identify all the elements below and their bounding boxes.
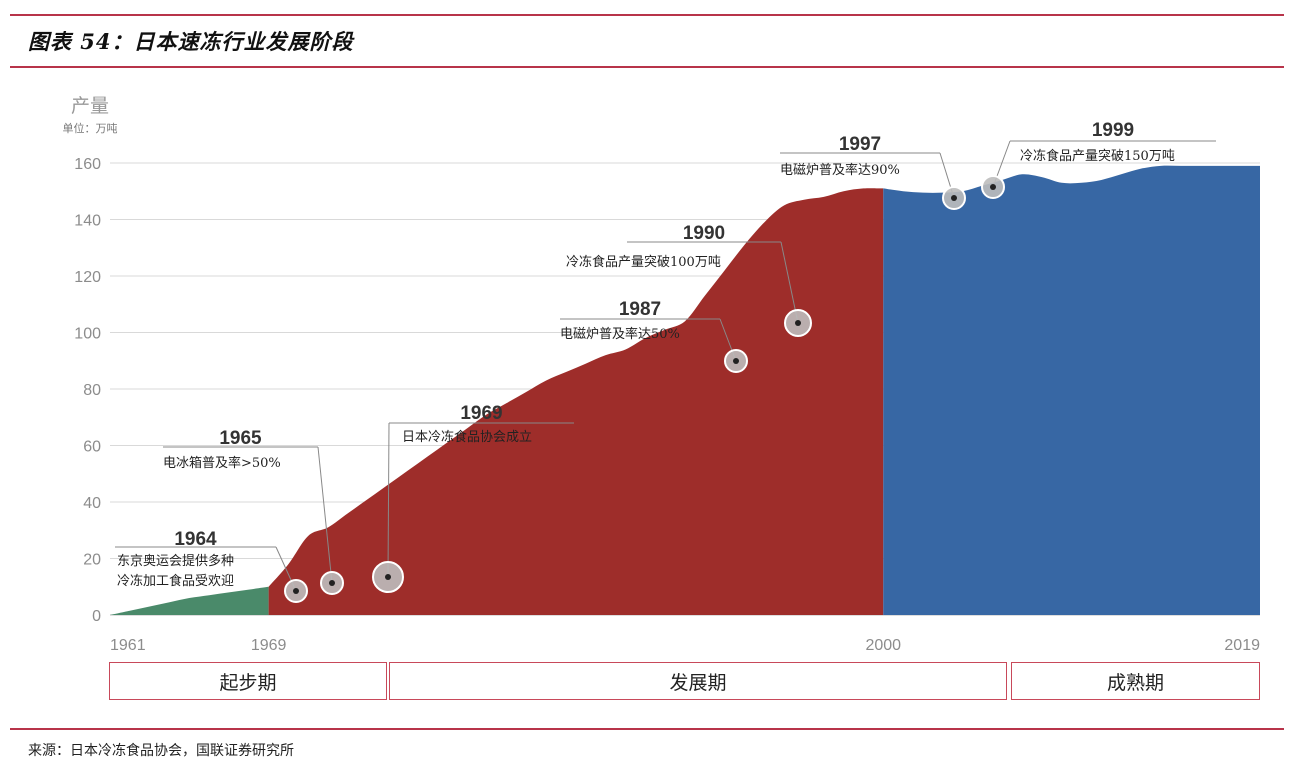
callout-leader — [317, 446, 333, 584]
callout-text: 冷冻加工食品受欢迎 — [117, 573, 234, 589]
stage-mature: 成熟期 — [1011, 662, 1260, 700]
stage-start: 起步期 — [109, 662, 387, 700]
callout-year: 1965 — [219, 428, 262, 449]
callout-marker-dot — [329, 580, 335, 586]
callout-text: 日本冷冻食品协会成立 — [402, 429, 532, 445]
y-axis-title: 产量 — [71, 95, 109, 117]
callout-text: 东京奥运会提供多种 — [117, 553, 234, 569]
area-发展期 — [268, 188, 884, 615]
annotation-1987: 1987 电磁炉普及率达50% — [560, 299, 748, 373]
stage-growth: 发展期 — [389, 662, 1007, 700]
callout-leader — [387, 422, 390, 578]
y-tick-label: 20 — [83, 552, 101, 569]
callout-marker-dot — [385, 574, 391, 580]
area-成熟期 — [883, 165, 1260, 616]
x-tick-label: 1961 — [110, 637, 146, 654]
annotation-1999: 1999 冷冻食品产量突破150万吨 — [981, 120, 1216, 199]
y-tick-label: 40 — [83, 495, 101, 512]
bottom-rule — [10, 728, 1284, 730]
callout-year: 1997 — [839, 134, 881, 155]
x-tick-label: 2000 — [865, 637, 901, 654]
callout-marker-dot — [795, 320, 801, 326]
callout-text: 电磁炉普及率达90% — [780, 162, 900, 178]
callout-marker-dot — [951, 195, 957, 201]
y-tick-label: 140 — [74, 213, 101, 230]
x-tick-labels: 1961 1969 2000 2019 — [110, 637, 1260, 654]
callout-year: 1990 — [683, 223, 725, 244]
callout-marker-dot — [733, 358, 739, 364]
area-series — [110, 165, 1260, 616]
annotation-1965: 1965 电冰箱普及率>50% — [163, 428, 344, 595]
x-tick-label: 1969 — [251, 637, 287, 654]
y-tick-labels: 0 20 40 60 80 100 120 140 160 — [74, 156, 101, 625]
callout-year: 1969 — [460, 403, 502, 424]
source-note: 来源：日本冷冻食品协会，国联证券研究所 — [28, 743, 294, 759]
y-tick-label: 60 — [83, 439, 101, 456]
callout-year: 1964 — [174, 529, 217, 550]
annotation-1990: 1990 冷冻食品产量突破100万吨 — [566, 223, 812, 337]
y-tick-label: 80 — [83, 382, 101, 399]
area-起步期 — [110, 586, 269, 615]
y-tick-label: 120 — [74, 269, 101, 286]
callout-text: 电冰箱普及率>50% — [163, 455, 281, 471]
title-rule — [10, 66, 1284, 68]
callout-marker-dot — [293, 588, 299, 594]
y-tick-label: 100 — [74, 326, 101, 343]
y-tick-label: 160 — [74, 156, 101, 173]
y-tick-label: 0 — [92, 608, 101, 625]
y-axis-unit: 单位：万吨 — [63, 121, 118, 135]
callout-year: 1987 — [619, 299, 661, 320]
area-chart: 0 20 40 60 80 100 120 140 160 1961 1969 2000 2019 1… — [63, 95, 1261, 654]
figure-title: 图表 54：日本速冻行业发展阶段 — [28, 29, 354, 54]
callout-year: 1999 — [1092, 120, 1134, 141]
callout-text: 冷冻食品产量突破100万吨 — [566, 254, 721, 270]
annotation-1997: 1997 电磁炉普及率达90% — [780, 134, 966, 210]
annotation-1969: 1969 日本冷冻食品协会成立 — [372, 403, 574, 593]
top-rule — [10, 14, 1284, 16]
callout-marker-dot — [990, 184, 996, 190]
callout-text: 冷冻食品产量突破150万吨 — [1020, 148, 1175, 164]
callout-text: 电磁炉普及率达50% — [560, 326, 680, 342]
x-tick-label: 2019 — [1224, 637, 1260, 654]
